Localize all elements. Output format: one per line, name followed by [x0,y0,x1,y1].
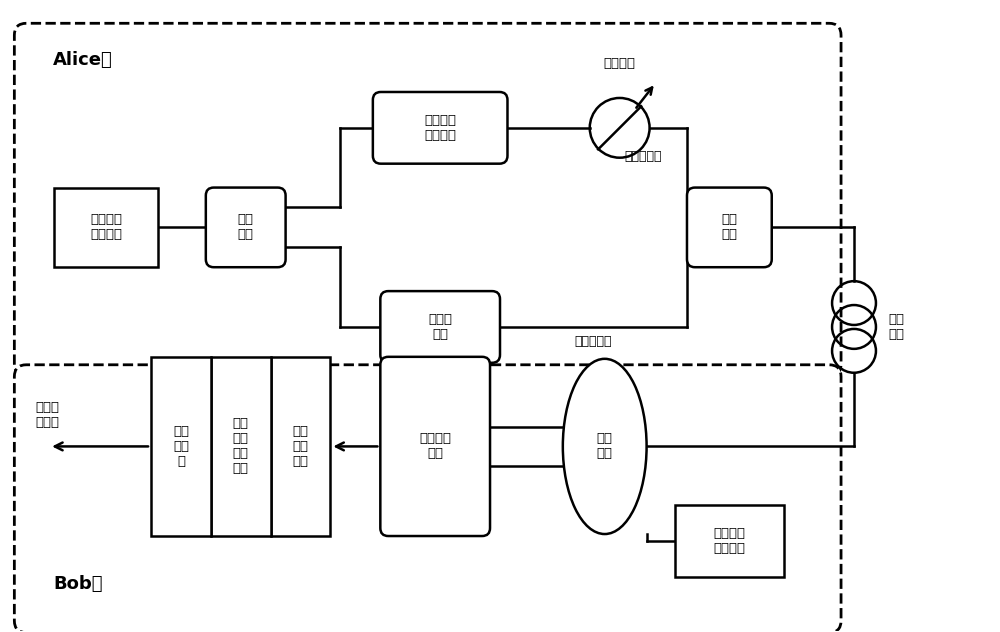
FancyBboxPatch shape [373,92,507,164]
FancyBboxPatch shape [14,23,841,376]
Text: 量子信号光: 量子信号光 [625,150,662,162]
Bar [271,357,330,536]
Text: 模数
转换
模块: 模数 转换 模块 [293,425,309,468]
FancyBboxPatch shape [380,291,500,363]
Text: 第一连续
激光模块: 第一连续 激光模块 [90,214,122,241]
Text: 经典参考光: 经典参考光 [575,335,612,348]
Text: 数字
信号
处理
模块: 数字 信号 处理 模块 [233,417,249,475]
Ellipse shape [563,359,647,534]
Text: 光移频
模块: 光移频 模块 [428,313,452,341]
Text: Bob端: Bob端 [53,574,103,593]
Bar [54,188,158,267]
FancyBboxPatch shape [206,188,286,267]
FancyBboxPatch shape [380,357,490,536]
Text: 量子密钥
调制模块: 量子密钥 调制模块 [424,114,456,142]
Text: 量子密
钥输出: 量子密 钥输出 [35,401,59,428]
Text: 光分
束器: 光分 束器 [238,214,254,241]
Text: 第二连续
激光模块: 第二连续 激光模块 [713,527,745,555]
Bar [675,505,784,577]
FancyBboxPatch shape [14,365,841,632]
Text: 后处
理模
块: 后处 理模 块 [173,425,189,468]
Text: 光纤
信道: 光纤 信道 [888,313,904,341]
Text: 光耦
合器: 光耦 合器 [597,432,613,461]
Bar [151,357,211,536]
Text: 光合
束器: 光合 束器 [721,214,737,241]
Text: 平衡探测
模块: 平衡探测 模块 [419,432,451,461]
FancyBboxPatch shape [687,188,772,267]
Bar [211,357,271,536]
Text: Alice端: Alice端 [53,51,113,69]
Text: 光衰减器: 光衰减器 [604,57,636,70]
